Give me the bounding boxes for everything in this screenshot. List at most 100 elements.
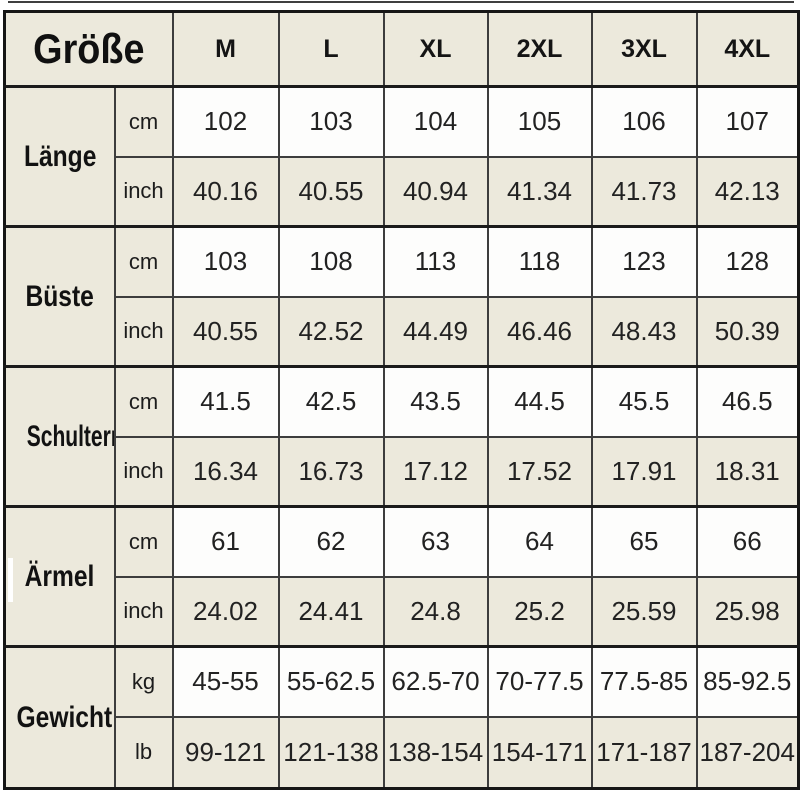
value-cell: 65	[590, 505, 698, 578]
measurement-label-cell: Schultern	[3, 365, 116, 508]
value-cell: 17.52	[486, 435, 593, 508]
value-cell: 113	[382, 225, 489, 298]
size-column-header: XL	[382, 10, 489, 88]
measurement-label-cell: Gewicht	[3, 645, 116, 790]
value-cell: 17.91	[590, 435, 698, 508]
value-cell: 25.2	[486, 575, 593, 648]
unit-cell: kg	[113, 645, 174, 718]
value-cell: 62.5-70	[382, 645, 489, 718]
value-cell: 103	[277, 85, 385, 158]
value-cell: 46.5	[695, 365, 800, 438]
value-cell: 118	[486, 225, 593, 298]
value-cell: 44.49	[382, 295, 489, 368]
unit-cell: inch	[113, 155, 174, 228]
value-cell: 17.12	[382, 435, 489, 508]
value-cell: 104	[382, 85, 489, 158]
value-cell: 18.31	[695, 435, 800, 508]
measurement-label: Gewicht	[16, 700, 113, 734]
size-column-header: L	[277, 10, 385, 88]
measurement-label: Büste	[25, 279, 94, 313]
corner-header-label: Größe	[33, 25, 145, 72]
value-cell: 105	[486, 85, 593, 158]
value-cell: 66	[695, 505, 800, 578]
size-chart-table: Größe M L XL 2XL 3XL 4XL Länge cm 102 10…	[3, 10, 800, 790]
measurement-label: Länge	[23, 139, 96, 173]
measurement-label: Ärmel	[24, 559, 95, 593]
table-row: Ärmel cm 61 62 63 64 65 66	[3, 505, 800, 648]
value-cell: 50.39	[695, 295, 800, 368]
value-cell: 62	[277, 505, 385, 578]
size-column-header: 3XL	[590, 10, 698, 88]
size-column-header: 4XL	[695, 10, 800, 88]
size-column-header: 2XL	[486, 10, 593, 88]
value-cell: 99-121	[171, 715, 280, 790]
value-cell: 24.41	[277, 575, 385, 648]
unit-cell: cm	[113, 505, 174, 578]
corner-header-cell: Größe	[3, 10, 174, 88]
value-cell: 40.55	[171, 295, 280, 368]
value-cell: 45.5	[590, 365, 698, 438]
value-cell: 77.5-85	[590, 645, 698, 718]
table-row: inch 16.34 16.73 17.12 17.52 17.91 18.31	[5, 435, 800, 508]
value-cell: 121-138	[277, 715, 385, 790]
measurement-label-cell: Ärmel	[3, 505, 116, 648]
value-cell: 16.34	[171, 435, 280, 508]
value-cell: 24.02	[171, 575, 280, 648]
value-cell: 41.73	[590, 155, 698, 228]
value-cell: 41.5	[171, 365, 280, 438]
value-cell: 42.5	[277, 365, 385, 438]
table-row: Gewicht kg 45-55 55-62.5 62.5-70 70-77.5…	[3, 645, 800, 790]
value-cell: 61	[171, 505, 280, 578]
value-cell: 16.73	[277, 435, 385, 508]
value-cell: 41.34	[486, 155, 593, 228]
table-header-row: Größe M L XL 2XL 3XL 4XL	[3, 10, 800, 88]
value-cell: 55-62.5	[277, 645, 385, 718]
value-cell: 128	[695, 225, 800, 298]
value-cell: 123	[590, 225, 698, 298]
table-row: inch 40.55 42.52 44.49 46.46 48.43 50.39	[5, 295, 800, 368]
unit-cell: lb	[113, 715, 174, 790]
unit-cell: inch	[113, 295, 174, 368]
value-cell: 40.16	[171, 155, 280, 228]
table-row: lb 99-121 121-138 138-154 154-171 171-18…	[5, 715, 800, 790]
top-edge-artifact	[8, 1, 794, 3]
value-cell: 42.52	[277, 295, 385, 368]
value-cell: 108	[277, 225, 385, 298]
value-cell: 70-77.5	[486, 645, 593, 718]
unit-cell: cm	[113, 365, 174, 438]
table-row: inch 40.16 40.55 40.94 41.34 41.73 42.13	[5, 155, 800, 228]
measurement-label-cell: Länge	[3, 85, 116, 228]
table-row: Büste cm 103 108 113 118 123 128	[3, 225, 800, 368]
value-cell: 42.13	[695, 155, 800, 228]
size-column-header: M	[171, 10, 280, 88]
value-cell: 43.5	[382, 365, 489, 438]
value-cell: 48.43	[590, 295, 698, 368]
value-cell: 103	[171, 225, 280, 298]
value-cell: 25.59	[590, 575, 698, 648]
value-cell: 85-92.5	[695, 645, 800, 718]
value-cell: 40.94	[382, 155, 489, 228]
value-cell: 40.55	[277, 155, 385, 228]
unit-cell: cm	[113, 85, 174, 158]
value-cell: 154-171	[486, 715, 593, 790]
value-cell: 46.46	[486, 295, 593, 368]
value-cell: 64	[486, 505, 593, 578]
value-cell: 187-204	[695, 715, 800, 790]
value-cell: 171-187	[590, 715, 698, 790]
value-cell: 44.5	[486, 365, 593, 438]
value-cell: 138-154	[382, 715, 489, 790]
value-cell: 63	[382, 505, 489, 578]
unit-cell: inch	[113, 575, 174, 648]
value-cell: 45-55	[171, 645, 280, 718]
table-row: Schultern cm 41.5 42.5 43.5 44.5 45.5 46…	[3, 365, 800, 508]
value-cell: 107	[695, 85, 800, 158]
value-cell: 24.8	[382, 575, 489, 648]
table-row: Länge cm 102 103 104 105 106 107	[3, 85, 800, 228]
table-row: inch 24.02 24.41 24.8 25.2 25.59 25.98	[5, 575, 800, 648]
measurement-label-cell: Büste	[3, 225, 116, 368]
unit-cell: inch	[113, 435, 174, 508]
value-cell: 102	[171, 85, 280, 158]
value-cell: 25.98	[695, 575, 800, 648]
value-cell: 106	[590, 85, 698, 158]
